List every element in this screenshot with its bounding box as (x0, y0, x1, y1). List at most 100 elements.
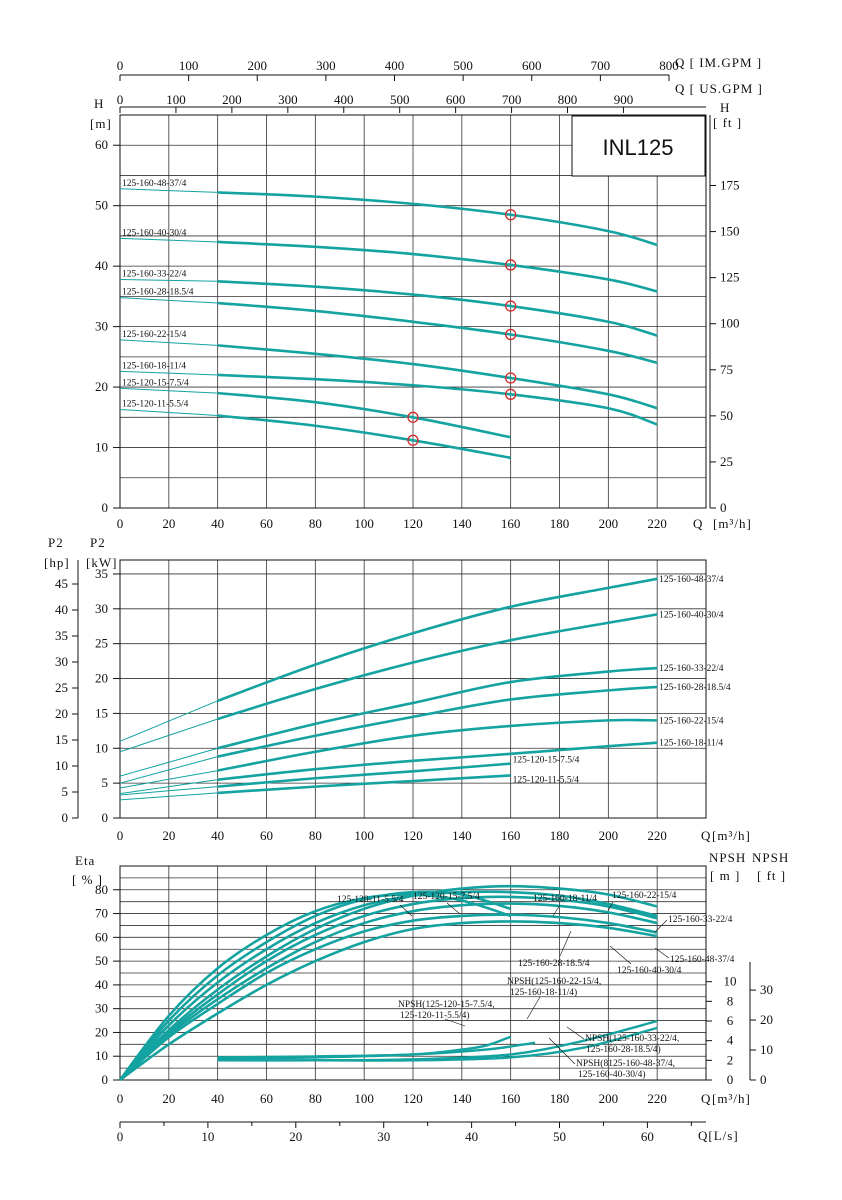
head-label-125-160-28-18-5-4: 125-160-28-18.5/4 (122, 288, 194, 298)
eta-x-tick-label: 60 (260, 1091, 273, 1106)
power-curve-labels: 125-160-48-37/4 125-160-40-30/4 125-160-33… (513, 575, 731, 786)
head-x-tick-label: 200 (599, 516, 619, 531)
power-x-tick-label: 0 (117, 828, 124, 843)
power-curve-125-160-40-30-4 (217, 613, 658, 721)
head-ft-tick-label: 75 (720, 362, 733, 377)
head-x-tick-label: 180 (550, 516, 570, 531)
eta-y-tick-label: 80 (95, 882, 108, 897)
ls-tick-label: 50 (553, 1129, 566, 1144)
leader-eta-33 (654, 919, 668, 933)
power-curve-125-160-18-11-4-extension (119, 779, 218, 795)
head-ft-unit: [ ft ] (713, 115, 742, 130)
head-curve-125-160-28-18-5-4 (217, 301, 658, 365)
duty-point-125-120-15-7-5-4 (407, 411, 419, 423)
head-q-unit: [m³/h] (713, 516, 752, 531)
npsh-m-tick-label: 0 (727, 1072, 734, 1087)
npsh-ft-ticks: 0 10 20 30 (750, 982, 773, 1087)
head-x-tick-label: 0 (117, 516, 124, 531)
head-x-tick-label: 140 (452, 516, 472, 531)
npsh-m-tick-label: 4 (727, 1033, 734, 1048)
power-label-125-120-11-5-5-4: 125-120-11-5.5/4 (513, 775, 580, 785)
head-y-tick-label: 30 (95, 319, 108, 334)
us-gpm-tick-label: 700 (502, 92, 522, 107)
npsh-label-d-line2: 125-160-40-30/4) (578, 1069, 646, 1080)
head-x-ticks: 0 20 40 60 80 100 120 140 160 180 200 220 (117, 516, 667, 531)
power-label-125-160-28-18-5-4: 125-160-28-18.5/4 (659, 683, 731, 693)
chart-title: INL125 (603, 135, 674, 160)
head-label-125-160-40-30-4: 125-160-40-30/4 (122, 228, 187, 238)
head-curve-125-120-15-7-5-4 (217, 391, 511, 439)
power-hp-label: P2 (48, 535, 64, 550)
leader-eta-15 (446, 902, 461, 915)
eta-x-tick-label: 200 (599, 1091, 619, 1106)
npsh-label-a-line1: NPSH(125-160-22-15/4, (507, 976, 601, 987)
power-q-label: Q (701, 828, 711, 843)
head-ft-tick-label: 25 (720, 454, 733, 469)
head-ft-tick-label: 125 (720, 270, 740, 285)
eta-unit: [ % ] (72, 872, 103, 887)
eta-label-125-120-11: 125-120-11-5.5/4 (337, 895, 404, 905)
power-hp-unit: [hp] (44, 555, 70, 570)
head-label-125-160-22-15-4: 125-160-22-15/4 (122, 330, 187, 340)
head-q-label: Q (693, 516, 703, 531)
leader-npsh-c (566, 1026, 585, 1040)
npsh-label-c-line2: 125-160-28-18.5/4) (586, 1044, 661, 1055)
power-panel: P2 [hp] P2 [kW] 0 5 10 15 20 25 30 35 0 5 10 15 20 2… (44, 535, 750, 843)
head-x-tick-label: 60 (260, 516, 273, 531)
npsh-m-tick-label: 6 (727, 1013, 734, 1028)
title-box (571, 115, 706, 177)
duty-point-125-120-11-5-5-4 (407, 434, 419, 446)
head-curve-125-120-15-7-5-4-extension (119, 387, 218, 394)
npsh-m-unit: [ m ] (710, 868, 740, 883)
head-m-label: H (94, 96, 104, 111)
head-ft-tick-label: 50 (720, 408, 733, 423)
im-gpm-tick-label: 400 (385, 58, 405, 73)
eta-curve-labels: 125-120-11-5.5/4 125-120-15-7.5/4 125-16… (337, 891, 735, 1080)
ls-ticks: 0 10 20 30 40 50 60 (117, 1122, 692, 1144)
us-gpm-tick-label: 400 (334, 92, 354, 107)
eta-y-tick-label: 70 (95, 906, 108, 921)
eta-curve-125-160-33-22-4 (119, 895, 658, 1081)
us-gpm-tick-label: 800 (558, 92, 578, 107)
eta-x-tick-label: 120 (403, 1091, 423, 1106)
eta-x-tick-label: 220 (647, 1091, 667, 1106)
eta-x-tick-label: 80 (309, 1091, 322, 1106)
eta-x-tick-label: 20 (162, 1091, 175, 1106)
head-label-125-160-18-11-4: 125-160-18-11/4 (122, 361, 186, 371)
power-curve-125-160-18-11-4 (217, 741, 658, 781)
im-gpm-tick-label: 300 (316, 58, 336, 73)
duty-point-125-160-40-30-4 (505, 259, 517, 271)
leader-eta-22 (607, 901, 614, 912)
head-label-125-120-11-5-5-4: 125-120-11-5.5/4 (122, 399, 189, 409)
head-curve-125-160-28-18-5-4-extension (119, 297, 218, 304)
npsh-m-label: NPSH (709, 850, 746, 865)
power-curve-125-160-33-22-4-extension (119, 747, 218, 777)
power-label-125-120-15-7-5-4: 125-120-15-7.5/4 (513, 756, 580, 766)
power-curves (119, 577, 658, 801)
head-y-tick-label: 40 (95, 258, 108, 273)
power-x-tick-label: 80 (309, 828, 322, 843)
power-kw-tick-label: 15 (95, 705, 108, 720)
npsh-ft-label: NPSH (752, 850, 789, 865)
npsh-m-tick-label: 8 (727, 993, 734, 1008)
ls-tick-label: 30 (377, 1129, 390, 1144)
leader-npsh-d (548, 1037, 576, 1065)
head-ft-ticks: 0 25 50 75 100 125 150 175 (710, 177, 740, 515)
head-ft-tick-label: 100 (720, 316, 740, 331)
eta-label-125-160-40: 125-160-40-30/4 (617, 966, 682, 976)
power-hp-tick-label: 5 (62, 784, 69, 799)
head-y-tick-label: 0 (102, 500, 109, 515)
head-curve-125-160-48-37-4-extension (119, 188, 218, 193)
us-gpm-tick-label: 900 (614, 92, 634, 107)
leader-npsh-a (526, 996, 541, 1020)
eta-x-tick-label: 0 (117, 1091, 124, 1106)
power-label-125-160-22-15-4: 125-160-22-15/4 (659, 716, 724, 726)
eta-label-125-160-22: 125-160-22-15/4 (612, 891, 677, 901)
head-ft-tick-label: 150 (720, 224, 740, 239)
eta-y-tick-label: 20 (95, 1024, 108, 1039)
head-x-tick-label: 160 (501, 516, 521, 531)
power-curve-125-120-15-7-5-4 (217, 762, 511, 788)
eta-y-ticks: 0 10 20 30 40 50 60 70 80 (95, 882, 120, 1087)
head-y-tick-label: 60 (95, 137, 108, 152)
power-label-125-160-48-37-4: 125-160-48-37/4 (659, 575, 724, 585)
